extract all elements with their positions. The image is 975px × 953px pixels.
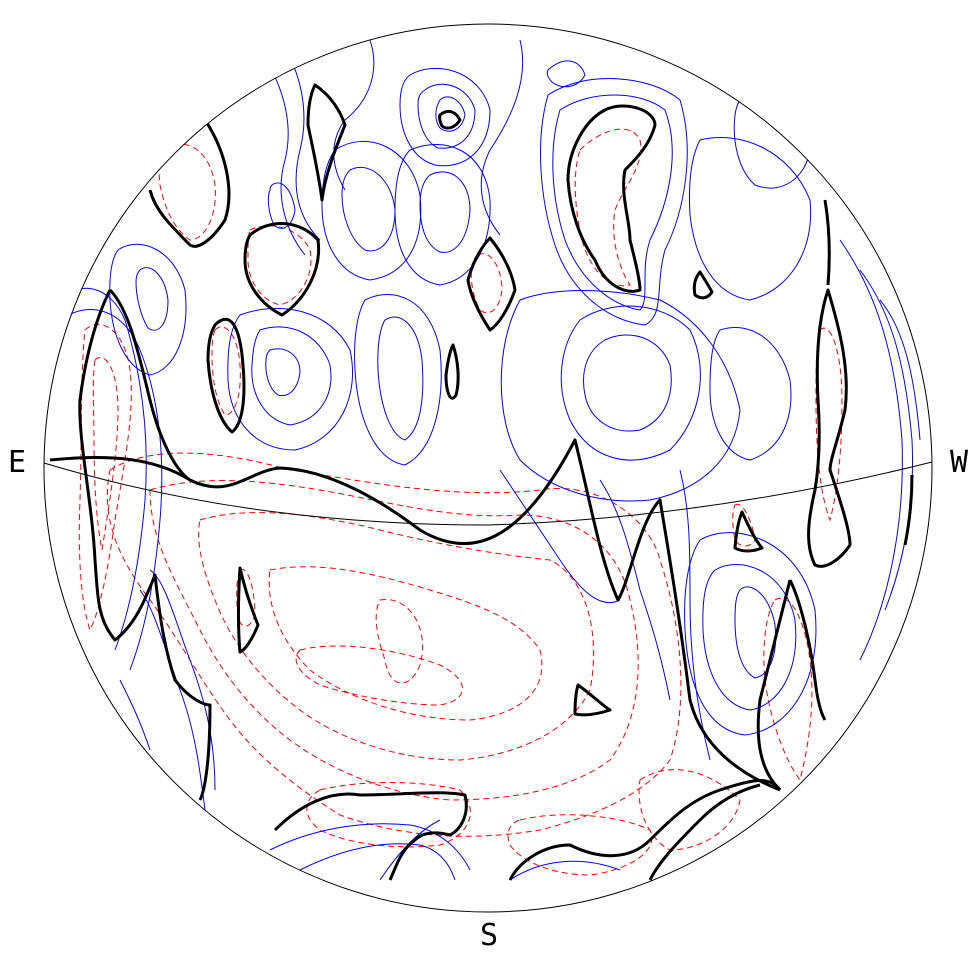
pos-contour	[354, 293, 442, 466]
pos-contour	[734, 586, 777, 679]
neg-contour	[574, 128, 642, 287]
neg-contour	[149, 480, 639, 801]
zero-contour	[756, 579, 792, 792]
pos-contour	[259, 49, 306, 256]
pos-contour	[839, 239, 903, 661]
pos-contour	[583, 334, 672, 432]
neg-contour	[295, 645, 463, 706]
zero-contour	[108, 288, 191, 482]
pos-contour	[279, 39, 321, 241]
pos-contour	[265, 348, 301, 397]
pos-contour	[552, 94, 673, 311]
pos-contour	[702, 563, 797, 711]
neg-contour	[638, 769, 741, 851]
pos-contour	[119, 679, 151, 751]
pos-contour	[394, 143, 491, 286]
pos-contour	[59, 287, 147, 651]
pos-contour	[139, 589, 206, 811]
zero-contour	[823, 199, 831, 286]
positive-contours	[49, 39, 921, 881]
pos-contour	[560, 305, 701, 461]
neg-contour	[306, 782, 471, 848]
pos-contour	[859, 269, 913, 611]
neg-contour	[268, 566, 543, 721]
zero-contour	[206, 317, 246, 434]
pos-contour	[435, 96, 466, 132]
neg-contour	[92, 357, 119, 551]
pos-contour	[709, 326, 792, 461]
pos-contour	[399, 67, 491, 167]
pos-contour	[540, 78, 688, 326]
pos-contour	[500, 290, 741, 502]
zero-contour	[306, 83, 347, 202]
pos-contour	[419, 171, 471, 253]
neg-contour	[158, 143, 216, 241]
pos-contour	[149, 569, 216, 791]
zero-contour	[566, 104, 657, 293]
south-label: S	[480, 918, 498, 953]
zero-contour	[508, 779, 782, 881]
zero-contour	[573, 683, 612, 717]
pos-contour	[733, 98, 811, 189]
negative-contours	[78, 128, 843, 876]
zero-contour	[78, 289, 212, 801]
zero-contours	[49, 83, 914, 881]
neg-contour	[507, 814, 653, 876]
neg-contour	[106, 452, 682, 837]
zero-contour	[237, 566, 260, 654]
pos-contour	[499, 469, 621, 604]
horizon-line	[43, 461, 933, 526]
zero-contour	[903, 474, 914, 546]
pos-contour	[227, 308, 354, 451]
pos-contour	[546, 60, 586, 88]
zero-contour	[648, 783, 761, 881]
zero-contour	[733, 510, 764, 553]
west-label: W	[950, 445, 969, 480]
pos-contour	[509, 860, 621, 881]
zero-contour	[788, 579, 827, 721]
pos-contour	[417, 83, 476, 149]
neg-contour	[732, 503, 756, 547]
pos-contour	[689, 137, 812, 301]
pos-contour	[269, 823, 471, 871]
pos-contour	[341, 166, 396, 252]
pos-contour	[251, 326, 332, 426]
zero-contour	[466, 236, 517, 332]
pos-contour	[333, 39, 375, 191]
pos-contour	[135, 267, 169, 331]
sphere-outline	[43, 23, 933, 913]
neg-contour	[198, 512, 595, 761]
zero-contour	[148, 119, 231, 248]
pos-contour	[879, 299, 921, 441]
zero-contour	[444, 343, 460, 400]
zero-contour	[49, 438, 781, 792]
neg-contour	[815, 327, 843, 522]
neg-contour	[470, 253, 503, 314]
zero-contour	[807, 288, 852, 568]
zero-contour	[273, 791, 468, 881]
pos-contour	[299, 843, 456, 881]
pos-contour	[599, 479, 671, 701]
neg-contour	[375, 599, 424, 684]
pos-contour	[684, 532, 817, 736]
pos-contour	[377, 316, 424, 441]
neg-contour	[763, 597, 813, 782]
zero-contour	[243, 222, 321, 317]
east-label: E	[8, 445, 26, 480]
pos-contour	[480, 39, 524, 236]
zero-contour	[438, 109, 462, 130]
zero-contour	[692, 270, 714, 300]
pos-contour	[109, 243, 187, 376]
pos-contour	[267, 182, 296, 229]
